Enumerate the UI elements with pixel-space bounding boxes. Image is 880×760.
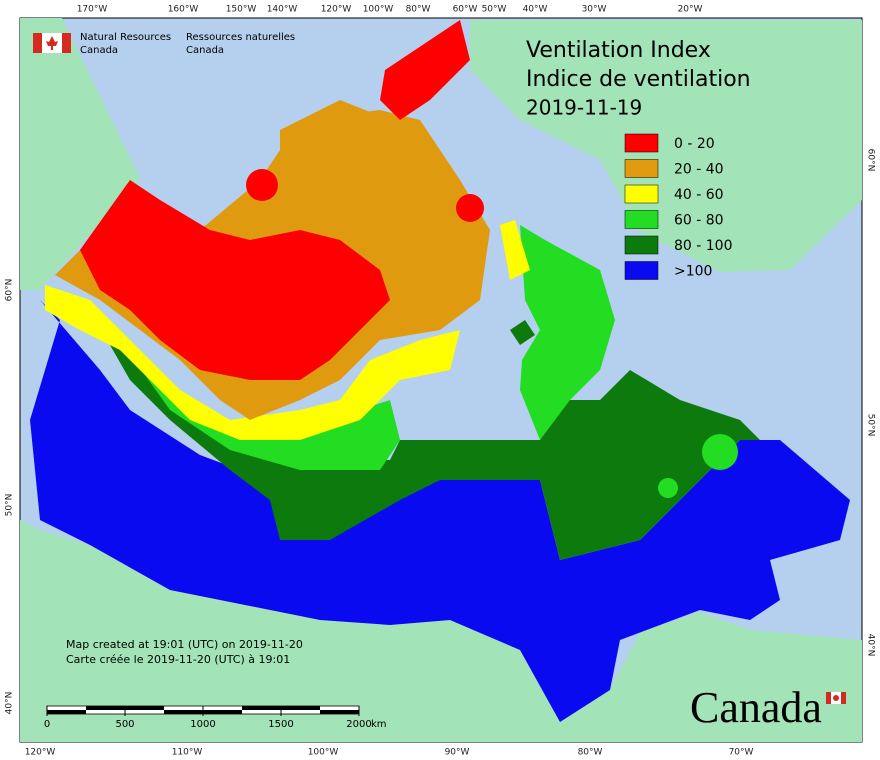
zones: [20, 18, 862, 742]
scale-label: 1000: [190, 719, 215, 730]
scale-bar-segment: [281, 706, 320, 710]
zone: [702, 434, 738, 470]
scale-unit: km: [371, 719, 387, 730]
graticule-label: 120°W: [25, 748, 56, 758]
greenland: [470, 20, 862, 272]
agency-en: Canada: [80, 45, 118, 56]
graticule-label: 30°W: [582, 5, 607, 15]
graticule-label: 60°W: [453, 5, 478, 15]
graticule-label: 160°W: [168, 5, 199, 15]
graticule-label: 110°W: [172, 748, 203, 758]
zone: [30, 300, 850, 722]
legend-label: 40 - 60: [674, 187, 724, 203]
canada-wordmark: Canada: [690, 683, 846, 732]
zone: [246, 169, 278, 201]
zone: [500, 220, 530, 280]
scale-bar-segment: [164, 710, 203, 714]
flag-bar: [62, 33, 71, 53]
agency-fr: Canada: [186, 45, 224, 56]
wordmark: Canada: [690, 683, 822, 732]
legend-label: 60 - 80: [674, 213, 724, 229]
title-date: 2019-11-19: [526, 96, 642, 120]
zone: [280, 100, 420, 210]
legend-swatch: [624, 133, 659, 153]
scale-label: 2000: [346, 719, 371, 730]
zone: [120, 340, 400, 470]
zone: [45, 285, 460, 440]
agency-fr: Ressources naturelles: [186, 32, 295, 43]
title: Ventilation Index: [526, 38, 711, 63]
legend-swatch: [624, 210, 659, 229]
graticule-label: 80°W: [578, 748, 603, 758]
maple-leaf: [833, 695, 839, 701]
nrcan-logo: Natural Resources Canada Ressources natu…: [33, 32, 295, 56]
zone: [520, 225, 615, 440]
graticule-label: 40°N: [5, 692, 15, 715]
legend-label: 80 - 100: [674, 238, 733, 254]
zone: [510, 320, 535, 345]
graticule-label: 60°N: [866, 149, 876, 172]
scale-label: 500: [115, 719, 134, 730]
scale-bar-segment: [125, 706, 164, 710]
flag-bar: [841, 692, 846, 704]
scale-label: 1500: [268, 719, 293, 730]
scale-bar-segment: [203, 710, 242, 714]
scale-bar-segment: [47, 710, 86, 714]
legend: 0 - 20 20 - 40 40 - 60 60 - 80 80 - 100 >100: [624, 133, 733, 280]
legend-label: 0 - 20: [674, 136, 715, 152]
scale-bar-segment: [320, 710, 359, 714]
zone: [456, 194, 484, 222]
graticule-labels: 170°W 160°W 150°W 140°W 120°W 100°W 80°W 60°W 50…: [5, 5, 876, 758]
zone: [658, 478, 678, 498]
scale-bar: 0 500 1000 1500 2000 km: [44, 705, 387, 730]
scale-bar-segment: [86, 706, 125, 710]
zone: [80, 180, 390, 380]
graticule-label: 70°W: [729, 748, 754, 758]
zone: [35, 430, 50, 490]
zone: [380, 20, 470, 120]
graticule-label: 60°N: [5, 279, 15, 302]
legend-label: >100: [674, 264, 712, 280]
graticule-label: 50°N: [866, 414, 876, 437]
flag-bar: [33, 33, 42, 53]
footer: Carte créée le 2019-11-20 (UTC) à 19:01: [66, 653, 290, 666]
graticule-label: 100°W: [363, 5, 394, 15]
legend-swatch: [624, 261, 659, 280]
graticule-label: 90°W: [445, 748, 470, 758]
legend-swatch: [624, 184, 659, 204]
graticule-label: 120°W: [321, 5, 352, 15]
united-states: [20, 520, 862, 742]
legend-swatch: [624, 159, 659, 178]
flag-bar: [826, 692, 831, 704]
graticule-label: 50°W: [482, 5, 507, 15]
graticule-label: 150°W: [226, 5, 257, 15]
title: Indice de ventilation: [526, 67, 751, 92]
graticule-label: 80°W: [406, 5, 431, 15]
alaska: [20, 18, 140, 290]
graticule-label: 100°W: [308, 748, 339, 758]
graticule-label: 50°N: [5, 494, 15, 517]
scale-label: 0: [44, 719, 50, 730]
maple-leaf: [46, 36, 58, 50]
legend-swatch: [624, 235, 659, 255]
legend-label: 20 - 40: [674, 162, 724, 178]
agency-en: Natural Resources: [80, 32, 171, 43]
graticule-label: 170°W: [77, 5, 108, 15]
graticule-label: 20°W: [678, 5, 703, 15]
graticule-label: 40°N: [866, 634, 876, 657]
graticule-label: 140°W: [267, 5, 298, 15]
graticule-label: 40°W: [523, 5, 548, 15]
zone: [90, 310, 760, 560]
scale-bar-segment: [242, 706, 281, 710]
footer: Map created at 19:01 (UTC) on 2019-11-20: [66, 638, 303, 651]
